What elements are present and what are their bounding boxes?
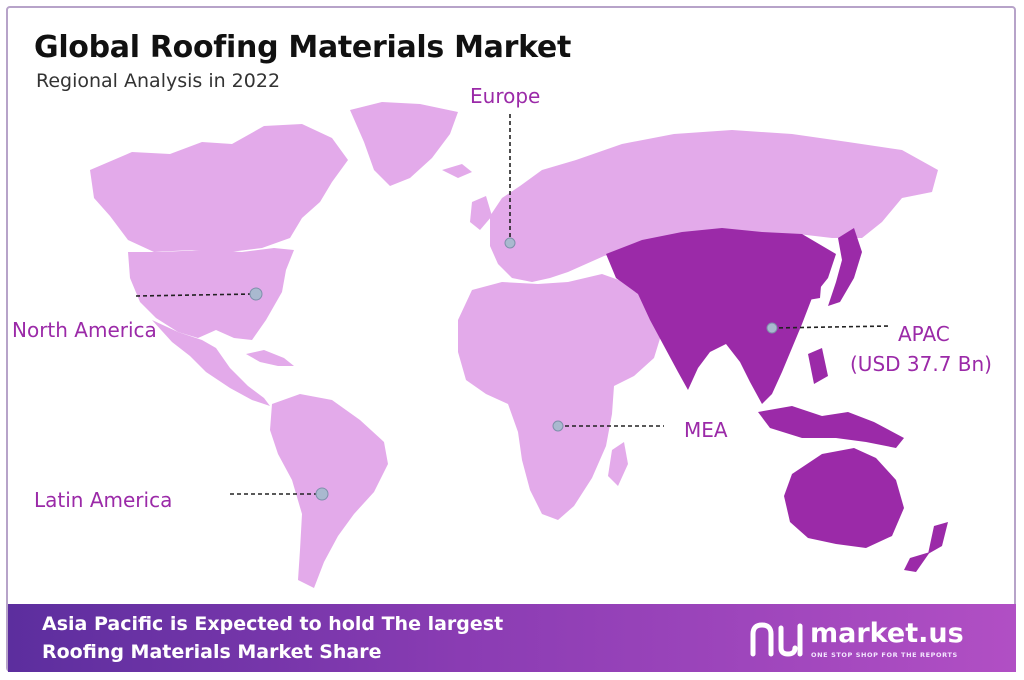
map-title: Global Roofing Materials Market (34, 30, 572, 65)
south-america (270, 394, 388, 588)
north-america-label: North America (12, 318, 157, 342)
north-america-leader-line (135, 293, 255, 297)
apac-leader-line (771, 325, 891, 329)
north-america-marker (249, 287, 263, 301)
brand-logo: market.us ONE STOP SHOP FOR THE REPORTS (748, 618, 978, 662)
canada (90, 124, 348, 252)
infographic-frame: Global Roofing Materials Market Regional… (6, 6, 1016, 672)
apac-value: (USD 37.7 Bn) (850, 352, 992, 376)
greenland (350, 102, 458, 186)
brand-tagline: ONE STOP SHOP FOR THE REPORTS (811, 651, 958, 659)
apac-mainland (606, 228, 836, 404)
mea-marker (552, 420, 564, 432)
usa (128, 248, 294, 340)
uk-iceland (442, 164, 492, 230)
brand-name: market.us (810, 618, 964, 649)
central-america (152, 320, 270, 406)
europe-label: Europe (470, 84, 541, 108)
latin-america-label: Latin America (34, 488, 173, 512)
map-subtitle: Regional Analysis in 2022 (36, 70, 281, 92)
apac-islands (758, 348, 904, 448)
banner-line-2: Roofing Materials Market Share (42, 641, 382, 663)
madagascar (608, 442, 628, 486)
apac-label: APAC (898, 322, 950, 346)
apac-japan (808, 228, 862, 306)
mea (458, 274, 662, 520)
europe-marker (504, 237, 516, 249)
market-us-logo-icon (750, 622, 803, 657)
apac-australia (784, 448, 904, 548)
banner-headline: Asia Pacific is Expected to hold The lar… (42, 610, 503, 666)
apac-marker (766, 322, 778, 334)
footer-banner: Asia Pacific is Expected to hold The lar… (8, 604, 1016, 672)
apac-new-zealand (904, 522, 948, 572)
banner-line-1: Asia Pacific is Expected to hold The lar… (42, 613, 504, 635)
caribbean (246, 350, 294, 366)
europe (490, 130, 938, 282)
latin-america-marker (315, 487, 329, 501)
world-map (90, 102, 948, 588)
mea-label: MEA (684, 418, 728, 442)
